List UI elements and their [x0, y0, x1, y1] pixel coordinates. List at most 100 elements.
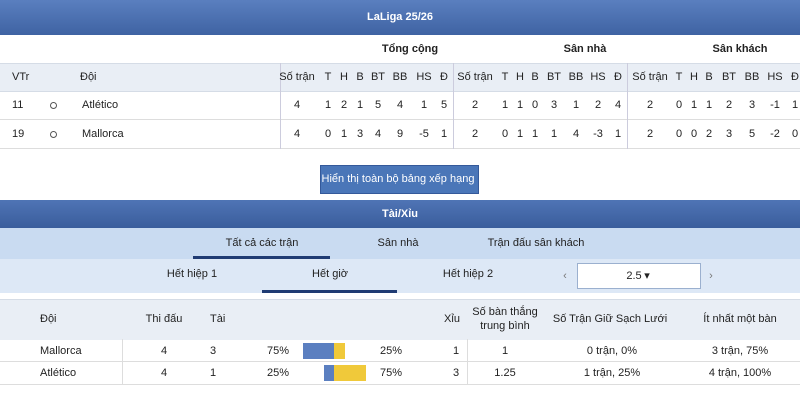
stat: 5 — [748, 128, 756, 140]
tab-underline — [193, 256, 330, 259]
column-header: HS — [767, 71, 783, 83]
title-bar — [0, 0, 800, 35]
under-pct: 75% — [380, 367, 403, 379]
header-row — [0, 63, 800, 92]
col-divider — [453, 63, 454, 149]
stat: 2 — [471, 128, 479, 140]
played: 4 — [160, 345, 168, 357]
over-bar — [302, 343, 334, 359]
team-icon — [50, 102, 57, 109]
column-header: Đ — [440, 71, 448, 83]
column-header: BB — [744, 71, 760, 83]
under-bar — [334, 343, 345, 359]
column-header: H — [340, 71, 348, 83]
stat: 0 — [324, 128, 332, 140]
tab[interactable]: Trận đấu sân khách — [487, 237, 585, 249]
row-divider — [0, 384, 800, 385]
stat: 1 — [705, 99, 713, 111]
row-divider — [0, 361, 800, 362]
column-header: Số trận — [279, 71, 315, 83]
col-divider — [467, 339, 468, 384]
stat: 2 — [340, 99, 348, 111]
column-header: B — [705, 71, 713, 83]
team-name: Atlético — [40, 367, 77, 379]
column-header: T — [501, 71, 509, 83]
stat: 4 — [293, 99, 301, 111]
stat: 4 — [572, 128, 580, 140]
rank: 19 — [12, 128, 25, 140]
next-arrow[interactable]: › — [709, 270, 713, 282]
column-header: BB — [568, 71, 584, 83]
stat: 1 — [516, 99, 524, 111]
column-header: H — [516, 71, 524, 83]
ou-header-row — [0, 299, 800, 340]
dropdown-arrow: ▾ — [644, 270, 650, 282]
column-header: Đ — [614, 71, 622, 83]
stat: 3 — [550, 99, 558, 111]
row-divider — [0, 148, 800, 149]
stat: 3 — [725, 128, 733, 140]
period-underline — [262, 290, 397, 293]
stat: 0 — [675, 128, 683, 140]
column-header: VTr — [12, 71, 30, 83]
under-pct: 25% — [380, 345, 403, 357]
period-tab[interactable]: Hết hiệp 1 — [166, 268, 218, 280]
stat: 1 — [614, 128, 622, 140]
team-name: Atlético — [82, 99, 119, 111]
period-tab[interactable]: Hết giờ — [312, 268, 348, 280]
stat: 2 — [471, 99, 479, 111]
ou-column-header: Thi đấu — [145, 313, 183, 325]
stat: 1 — [501, 99, 509, 111]
stat: 5 — [374, 99, 382, 111]
avg-goals: 1 — [501, 345, 509, 357]
prev-arrow[interactable]: ‹ — [563, 270, 567, 282]
ou-column-header: Xỉu — [444, 313, 460, 325]
group-header: Sân nhà — [563, 43, 607, 55]
group-header: Sân khách — [712, 43, 768, 55]
ou-column-header: Đội — [40, 313, 57, 325]
over-pct: 25% — [266, 367, 289, 379]
period-tab[interactable]: Hết hiệp 2 — [442, 268, 494, 280]
section-title: Tài/Xỉu — [381, 208, 419, 220]
stat: -1 — [770, 99, 780, 111]
line-value[interactable]: 2.5 — [626, 270, 642, 282]
table-title[interactable]: LaLiga 25/26 — [366, 11, 434, 23]
column-header: B — [356, 71, 364, 83]
under-bar — [334, 365, 366, 381]
scored: 3 trận, 75% — [711, 345, 769, 357]
avg-goals: 1.25 — [494, 367, 516, 379]
group-header: Tổng cộng — [381, 43, 439, 55]
clean-sheets: 1 trận, 25% — [583, 367, 641, 379]
line-dropdown[interactable] — [577, 263, 701, 289]
tab[interactable]: Tất cả các trận — [225, 237, 299, 249]
column-header: T — [324, 71, 332, 83]
team-name: Mallorca — [40, 345, 82, 357]
column-header: HS — [416, 71, 432, 83]
show-all-button[interactable] — [320, 165, 479, 194]
stat: 1 — [340, 128, 348, 140]
ou-column-header: Số bàn thắng trung bình — [472, 306, 538, 332]
stat: 9 — [396, 128, 404, 140]
stat: 1 — [440, 128, 448, 140]
stat: 0 — [501, 128, 509, 140]
over: 3 — [210, 345, 217, 357]
stat: 0 — [675, 99, 683, 111]
stat: 1 — [791, 99, 799, 111]
tabs-row — [0, 228, 800, 259]
stat: -2 — [770, 128, 780, 140]
over-pct: 75% — [266, 345, 289, 357]
col-divider — [280, 63, 281, 149]
stat: 0 — [690, 128, 698, 140]
ou-column-header: Ít nhất một bàn — [703, 313, 777, 325]
show-all-button[interactable]: Hiển thị toàn bộ bảng xếp hạng — [321, 173, 475, 185]
played: 4 — [160, 367, 168, 379]
stat: 0 — [791, 128, 799, 140]
tab[interactable]: Sân nhà — [377, 237, 419, 249]
column-header: Số trận — [457, 71, 493, 83]
row-divider — [0, 119, 800, 120]
clean-sheets: 0 trận, 0% — [586, 345, 638, 357]
team-name: Mallorca — [82, 128, 124, 140]
stat: 1 — [531, 128, 539, 140]
column-header: Số trận — [632, 71, 668, 83]
